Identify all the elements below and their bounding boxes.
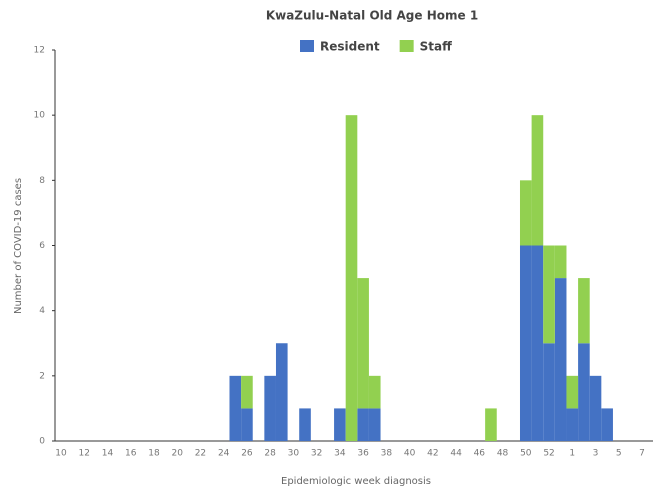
y-tick-label: 12 (34, 46, 45, 56)
bar-segment (357, 278, 369, 409)
bar-segment (578, 278, 590, 344)
bar-segment (519, 180, 532, 246)
x-tick-label: 5 (616, 449, 622, 459)
x-tick-label: 16 (125, 449, 137, 459)
bar-segment (554, 278, 567, 441)
bar-segment (368, 408, 381, 441)
bar-segment (229, 375, 242, 441)
x-tick-label: 38 (381, 449, 393, 459)
bar-segment (275, 343, 288, 441)
x-tick-label: 36 (357, 449, 369, 459)
x-tick-label: 40 (404, 449, 416, 459)
x-tick-label: 12 (79, 449, 90, 459)
bar-segment (589, 375, 602, 441)
bar-segment (519, 245, 532, 441)
x-tick-label: 7 (639, 449, 645, 459)
y-tick-label: 0 (39, 437, 45, 447)
bar-segment (543, 245, 555, 344)
bar-segment (554, 245, 567, 279)
bar-segment (357, 408, 369, 441)
x-tick-label: 14 (102, 449, 114, 459)
x-tick-label: 20 (171, 449, 183, 459)
legend-swatch (300, 40, 314, 52)
x-tick-label: 1 (569, 449, 575, 459)
x-tick-label: 48 (497, 449, 509, 459)
bar-segment (566, 375, 579, 409)
bar-segment (334, 408, 346, 441)
x-tick-label: 42 (427, 449, 438, 459)
bar-segment (543, 343, 555, 441)
x-tick-label: 34 (334, 449, 346, 459)
x-tick-label: 46 (474, 449, 486, 459)
x-tick-label: 50 (520, 449, 532, 459)
x-tick-label: 30 (288, 449, 300, 459)
y-tick-label: 6 (39, 241, 45, 251)
bar-segment (241, 408, 253, 441)
bar-segment (578, 343, 590, 441)
chart-title: KwaZulu-Natal Old Age Home 1 (266, 9, 478, 23)
legend-swatch (399, 40, 414, 52)
x-tick-label: 32 (311, 449, 322, 459)
bar-segment (531, 115, 544, 246)
bar-segment (241, 375, 253, 409)
x-tick-label: 22 (195, 449, 206, 459)
bar-segment (485, 408, 497, 441)
y-tick-label: 4 (39, 306, 45, 316)
x-axis-title: Epidemiologic week diagnosis (281, 476, 431, 487)
bar-segment (299, 408, 311, 441)
bar-segment (531, 245, 544, 441)
bar-segment (368, 375, 381, 409)
bar-segment (601, 408, 613, 441)
y-tick-label: 8 (39, 176, 45, 186)
y-tick-label: 10 (34, 111, 46, 121)
legend-label: Staff (420, 40, 452, 54)
y-tick-label: 2 (39, 371, 45, 381)
x-tick-label: 52 (543, 449, 554, 459)
x-tick-label: 28 (264, 449, 276, 459)
bar-segment (264, 375, 276, 441)
bar-segment (345, 115, 358, 442)
x-tick-label: 26 (241, 449, 253, 459)
x-tick-label: 24 (218, 449, 230, 459)
x-tick-label: 3 (593, 449, 599, 459)
y-axis-title: Number of COVID-19 cases (13, 178, 24, 314)
bar-segment (566, 408, 579, 441)
x-tick-label: 10 (55, 449, 67, 459)
x-tick-label: 18 (148, 449, 160, 459)
legend-label: Resident (320, 40, 380, 54)
x-tick-label: 44 (450, 449, 462, 459)
